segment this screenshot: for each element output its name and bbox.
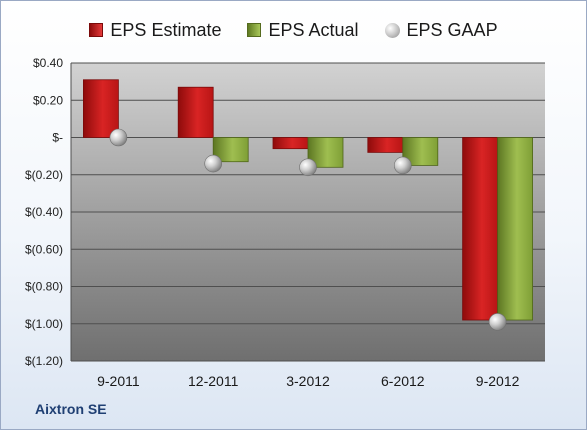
y-tick-label: $(0.60) [25,242,63,256]
eps-estimate-bar [462,137,499,321]
x-tick-label: 9-2012 [476,373,520,389]
eps-estimate-bar [177,86,214,138]
x-axis-tick-labels: 9-2011 12-2011 3-2012 6-2012 9-2012 [97,373,519,389]
x-tick-label: 6-2012 [381,373,425,389]
y-tick-label: $- [52,131,63,145]
y-tick-label: $0.20 [33,93,63,107]
eps-estimate-bar [272,137,309,150]
legend-item-estimate: EPS Estimate [89,20,221,41]
eps-actual-bar [212,137,249,163]
eps-gaap-marker [393,156,412,175]
legend-marker-gaap [384,22,400,38]
y-tick-label: $(0.40) [25,205,63,219]
eps-gaap-marker [109,128,128,147]
y-tick-label: $(0.80) [25,280,63,294]
legend-item-gaap: EPS GAAP [384,19,498,41]
x-tick-label: 12-2011 [188,373,239,389]
y-tick-label: $(1.00) [25,317,63,331]
legend-label-actual: EPS Actual [268,19,359,40]
y-tick-label: $0.40 [33,56,63,70]
eps-gaap-marker [204,154,222,173]
y-axis-tick-labels: $0.40 $0.20 $- $(0.20) $(0.40) $(0.60) $(0.80)… [25,56,63,368]
eps-gaap-marker [299,158,317,177]
legend-label-gaap: EPS GAAP [406,19,498,40]
legend-label-estimate: EPS Estimate [110,19,222,40]
legend: EPS Estimate EPS Actual EPS GAAP [1,15,586,45]
eps-estimate-bar [367,137,404,153]
eps-actual-bar [497,137,534,321]
legend-swatch-actual [247,23,262,37]
gaap-markers [109,128,507,331]
eps-gaap-marker [488,313,507,331]
legend-item-actual: EPS Actual [247,19,359,41]
y-tick-label: $(0.20) [25,168,63,182]
y-tick-label: $(1.20) [25,354,63,368]
x-tick-label: 3-2012 [286,373,330,389]
bars [83,79,534,321]
eps-estimate-bar [83,79,119,138]
legend-swatch-estimate [89,23,104,37]
x-tick-label: 9-2011 [97,373,140,389]
company-name: Aixtron SE [35,401,107,417]
